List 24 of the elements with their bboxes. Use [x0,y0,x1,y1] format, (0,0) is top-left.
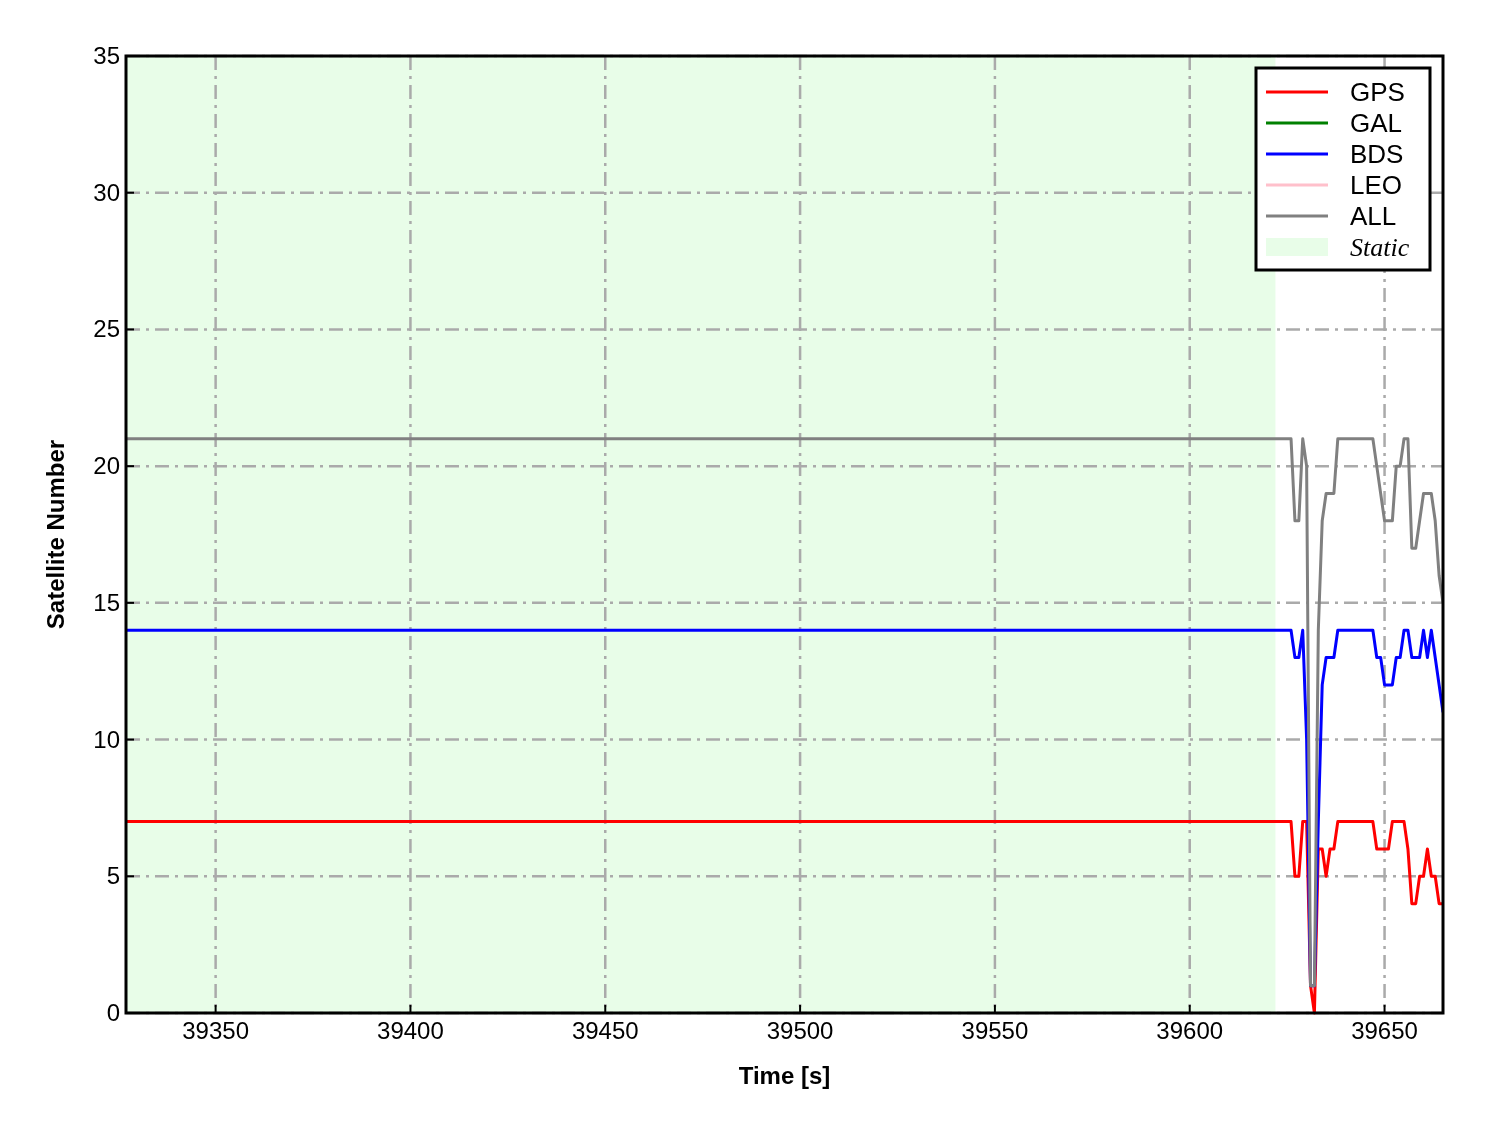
y-tick-label: 5 [106,862,120,890]
x-tick-label: 39450 [571,1017,639,1044]
y-tick-label: 15 [93,588,120,616]
band-label: Static [1350,233,1410,262]
legend-label: GAL [1350,108,1403,138]
y-tick-label: 35 [93,42,120,69]
x-axis-title: Time [s] [738,1062,831,1089]
x-tick-label: 39650 [1351,1017,1418,1044]
y-tick-label: 20 [93,452,120,480]
y-axis-title: Satellite Number [42,439,69,630]
y-tick-label: 25 [93,315,120,343]
line-series [126,437,1443,988]
x-tick-label: 39500 [766,1017,834,1044]
legend-label: LEO [1350,170,1403,200]
legend-label: ALL [1350,201,1397,231]
x-tick-label: 39400 [377,1017,444,1044]
y-tick-label: 30 [93,178,120,206]
legend-label: GPS [1350,77,1405,107]
legend-label: BDS [1350,139,1404,169]
x-tick-label: 39550 [961,1017,1029,1044]
y-tick-label: 10 [93,725,120,753]
x-tick-label: 39350 [182,1017,249,1044]
x-tick-label: 39600 [1156,1017,1224,1044]
y-tick-label: 0 [106,999,120,1026]
